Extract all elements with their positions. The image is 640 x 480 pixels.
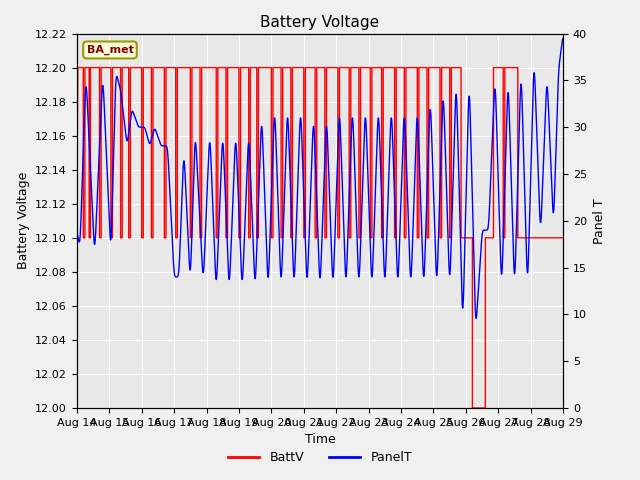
Title: Battery Voltage: Battery Voltage [260, 15, 380, 30]
Text: BA_met: BA_met [86, 45, 133, 55]
Y-axis label: Panel T: Panel T [593, 198, 605, 244]
X-axis label: Time: Time [305, 433, 335, 446]
Legend: BattV, PanelT: BattV, PanelT [223, 446, 417, 469]
Y-axis label: Battery Voltage: Battery Voltage [17, 172, 29, 269]
